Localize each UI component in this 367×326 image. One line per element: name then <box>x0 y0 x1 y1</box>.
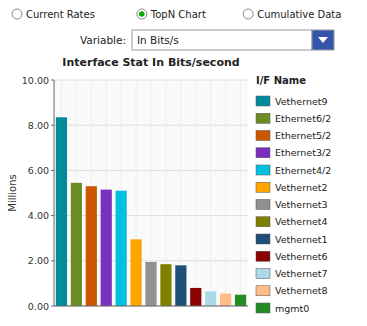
radio-button[interactable] <box>137 9 147 19</box>
y-tick-label: 8.00 <box>28 120 49 131</box>
bar <box>190 288 201 306</box>
y-axis-line <box>54 80 55 306</box>
legend-swatch <box>256 234 270 244</box>
bar <box>130 239 141 306</box>
legend-swatch <box>256 165 270 175</box>
legend-label: Vethernet8 <box>275 285 328 296</box>
bar <box>175 265 186 306</box>
legend-swatch <box>256 269 270 279</box>
legend-swatch <box>256 251 270 261</box>
dropdown-box[interactable] <box>132 30 312 50</box>
legend-swatch <box>256 182 270 192</box>
legend-label: Ethernet6/2 <box>275 113 331 124</box>
grid-line-x <box>225 80 226 306</box>
dropdown-button[interactable] <box>312 30 334 50</box>
bar <box>160 264 171 306</box>
y-axis-label: Millions <box>7 174 18 211</box>
radio-button[interactable] <box>243 9 253 19</box>
radio-selected-dot <box>139 11 145 17</box>
y-tick-label: 10.00 <box>22 75 49 86</box>
chart-title: Interface Stat In Bits/second <box>62 56 239 69</box>
y-tick <box>51 125 54 126</box>
radio-label[interactable]: Cumulative Data <box>257 9 341 20</box>
legend: I/F Name Vethernet9 Ethernet6/2 Ethernet5/2… <box>256 75 331 314</box>
bar <box>116 191 127 306</box>
y-tick <box>51 260 54 261</box>
legend-label: Vethernet1 <box>275 234 328 245</box>
y-tick <box>51 80 54 81</box>
dropdown-label: Variable: <box>80 34 126 46</box>
legend-label: Vethernet4 <box>275 216 328 227</box>
bar <box>71 183 82 306</box>
legend-label: Vethernet7 <box>275 268 328 279</box>
legend-swatch <box>256 217 270 227</box>
legend-label: Ethernet4/2 <box>275 165 331 176</box>
grid-line-y <box>54 306 248 307</box>
y-tick <box>51 215 54 216</box>
y-tick-label: 6.00 <box>28 165 49 176</box>
legend-label: mgmt0 <box>275 303 309 314</box>
legend-swatch <box>256 200 270 210</box>
legend-label: Ethernet5/2 <box>275 130 331 141</box>
dropdown-value[interactable]: In Bits/s <box>137 34 179 46</box>
legend-swatch <box>256 286 270 296</box>
bar <box>145 262 156 306</box>
radio-label[interactable]: Current Rates <box>26 9 95 20</box>
bar <box>101 190 112 306</box>
bar <box>220 294 231 306</box>
radio-label[interactable]: TopN Chart <box>150 9 206 20</box>
legend-swatch <box>256 303 270 313</box>
grid <box>54 80 248 306</box>
legend-title: I/F Name <box>256 75 306 86</box>
chart-root: Current Rates TopN Chart Cumulative Data Va… <box>0 0 367 326</box>
bar <box>205 291 216 306</box>
grid-line-x <box>195 80 196 306</box>
bar <box>86 186 97 306</box>
legend-label: Vethernet3 <box>275 199 328 210</box>
radio-button[interactable] <box>12 9 22 19</box>
legend-swatch <box>256 131 270 141</box>
legend-swatch <box>256 148 270 158</box>
y-tick <box>51 170 54 171</box>
grid-line-x <box>240 80 241 306</box>
legend-label: Vethernet9 <box>275 96 328 107</box>
legend-swatch <box>256 113 270 123</box>
y-tick-label: 4.00 <box>28 210 49 221</box>
plot-area <box>54 80 248 306</box>
legend-swatch <box>256 96 270 106</box>
x-axis-line <box>54 306 248 307</box>
y-tick-label: 2.00 <box>28 255 49 266</box>
grid-line-x <box>210 80 211 306</box>
dropdown-arrow[interactable] <box>318 37 328 43</box>
bars <box>56 117 246 306</box>
y-tick-label: 0.00 <box>28 301 49 312</box>
legend-label: Ethernet3/2 <box>275 147 331 158</box>
legend-label: Vethernet6 <box>275 251 328 262</box>
bar <box>235 295 246 306</box>
y-tick <box>51 306 54 307</box>
y-ticks: 0.00 2.00 4.00 6.00 8.00 10.00 <box>22 75 54 312</box>
bar <box>56 117 67 306</box>
legend-label: Vethernet2 <box>275 182 328 193</box>
